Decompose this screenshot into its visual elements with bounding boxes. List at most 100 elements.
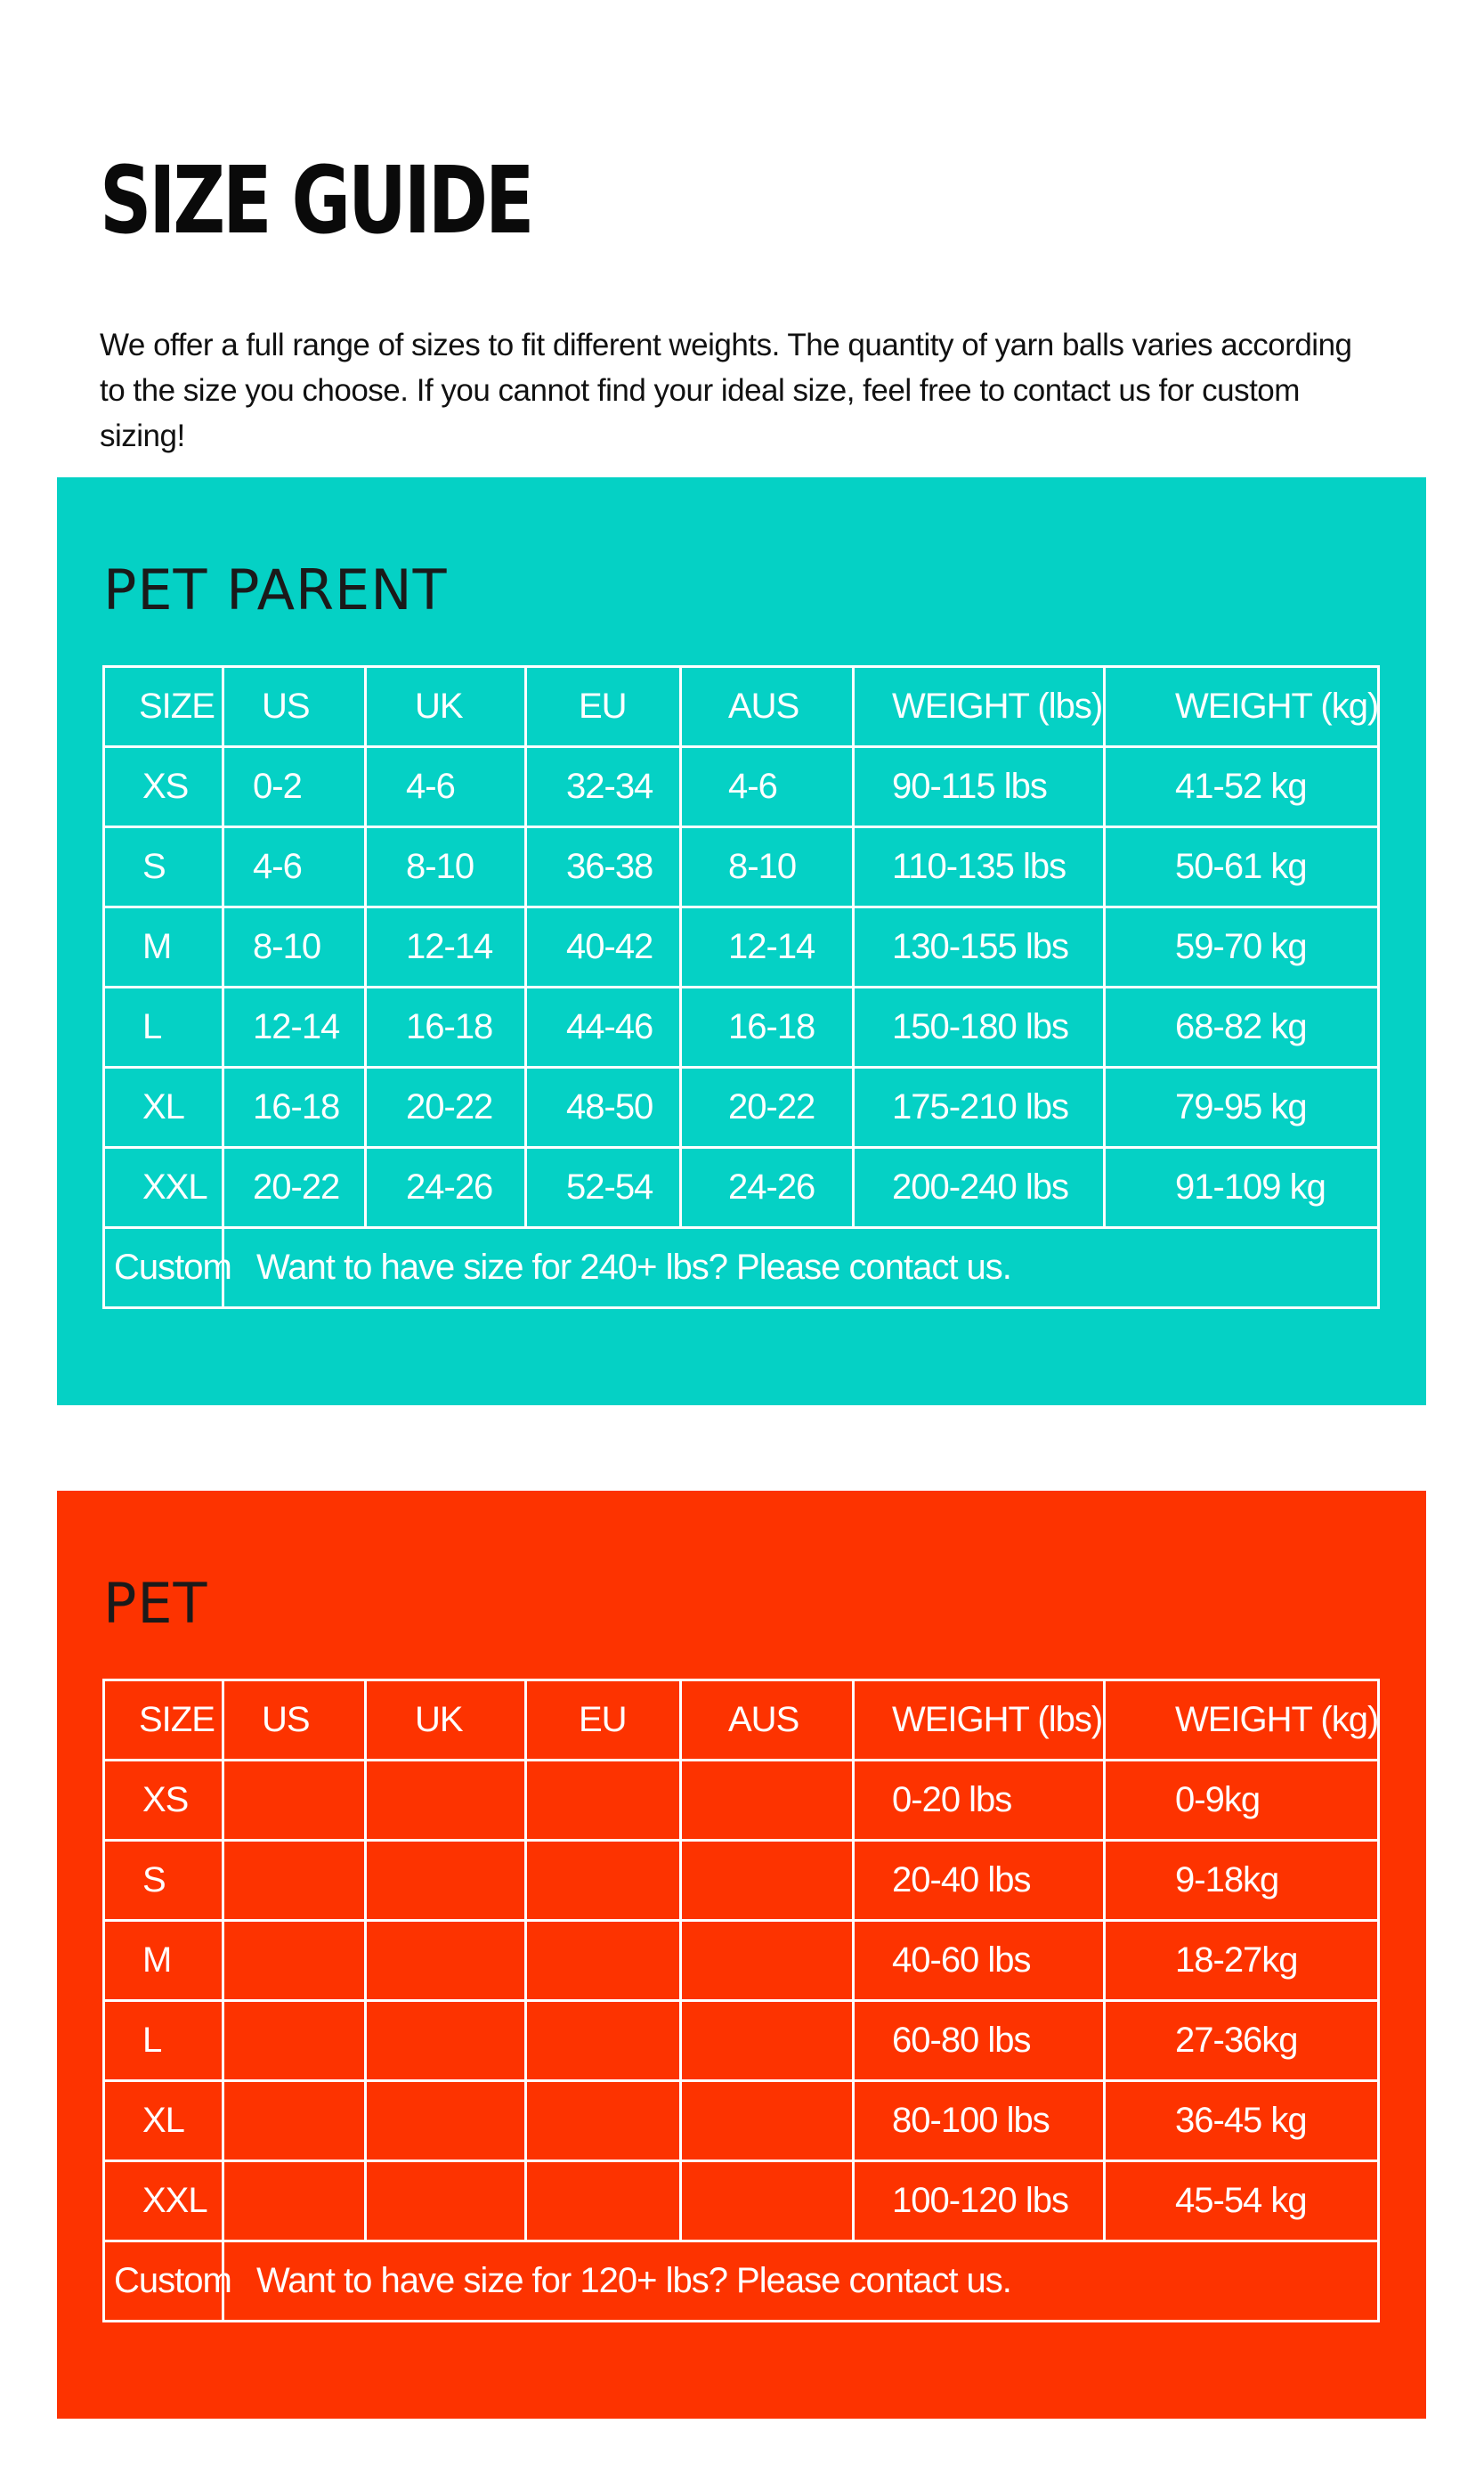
table-cell: 79-95 kg bbox=[1103, 1066, 1380, 1149]
custom-note: Want to have size for 240+ lbs? Please c… bbox=[222, 1226, 1380, 1309]
panel-title: PET PARENT bbox=[103, 557, 448, 622]
table-cell bbox=[222, 2079, 367, 2162]
table-row: XL 16-18 20-22 48-50 20-22 175-210 lbs 79-95 k… bbox=[102, 1066, 1380, 1149]
intro-text: We offer a full range of sizes to fit di… bbox=[100, 328, 1352, 453]
table-cell: 36-38 bbox=[524, 826, 682, 908]
table-cell: 4-6 bbox=[222, 826, 367, 908]
size-label: XXL bbox=[102, 1146, 224, 1229]
table-cell: 4-6 bbox=[364, 745, 527, 828]
table-cell: 130-155 lbs bbox=[852, 906, 1106, 988]
table-cell bbox=[364, 1839, 527, 1922]
pet-parent-panel: PET PARENT SIZE US UK EU AUS WEIGHT (lbs) WEIG… bbox=[57, 477, 1426, 1405]
table-cell: 44-46 bbox=[524, 986, 682, 1069]
table-cell bbox=[679, 2079, 855, 2162]
table-cell: 16-18 bbox=[679, 986, 855, 1069]
table-cell: 59-70 kg bbox=[1103, 906, 1380, 988]
column-header: WEIGHT (kg) bbox=[1103, 665, 1380, 748]
table-cell: 36-45 kg bbox=[1103, 2079, 1380, 2162]
custom-label: Custom bbox=[102, 2240, 232, 2322]
table-row: M 8-10 12-14 40-42 12-14 130-155 lbs 59-70 kg bbox=[102, 906, 1380, 988]
panel-title: PET bbox=[103, 1571, 208, 1636]
table-cell bbox=[222, 2160, 367, 2242]
table-cell bbox=[364, 2160, 527, 2242]
table-cell: 8-10 bbox=[679, 826, 855, 908]
custom-row: Custom Want to have size for 120+ lbs? Pl… bbox=[102, 2240, 1380, 2322]
custom-note: Want to have size for 120+ lbs? Please c… bbox=[222, 2240, 1380, 2322]
table-row: L 60-80 lbs 27-36kg bbox=[102, 1999, 1380, 2082]
table-cell bbox=[222, 1919, 367, 2002]
table-cell bbox=[364, 1919, 527, 2002]
table-cell bbox=[364, 1999, 527, 2082]
column-header: UK bbox=[364, 665, 527, 748]
page-title: SIZE GUIDE bbox=[100, 146, 534, 255]
table-cell: 50-61 kg bbox=[1103, 826, 1380, 908]
pet-panel: PET SIZE US UK EU AUS WEIGHT (lbs) WEIGHT (kg)… bbox=[57, 1491, 1426, 2419]
table-cell: 91-109 kg bbox=[1103, 1146, 1380, 1229]
size-label: S bbox=[102, 1839, 224, 1922]
table-cell: 0-9kg bbox=[1103, 1759, 1380, 1842]
table-cell: 18-27kg bbox=[1103, 1919, 1380, 2002]
table-cell bbox=[524, 2079, 682, 2162]
table-cell: 60-80 lbs bbox=[852, 1999, 1106, 2082]
table-cell: 150-180 lbs bbox=[852, 986, 1106, 1069]
table-cell bbox=[364, 1759, 527, 1842]
table-cell: 16-18 bbox=[364, 986, 527, 1069]
table-row: S 20-40 lbs 9-18kg bbox=[102, 1839, 1380, 1922]
size-label: XS bbox=[102, 1759, 224, 1842]
table-cell: 175-210 lbs bbox=[852, 1066, 1106, 1149]
table-cell bbox=[679, 2160, 855, 2242]
table-cell: 8-10 bbox=[222, 906, 367, 988]
table-cell: 200-240 lbs bbox=[852, 1146, 1106, 1229]
table-row: XXL 20-22 24-26 52-54 24-26 200-240 lbs 91-109… bbox=[102, 1146, 1380, 1229]
table-cell: 52-54 bbox=[524, 1146, 682, 1229]
size-label: M bbox=[102, 906, 224, 988]
table-cell bbox=[679, 1999, 855, 2082]
table-row: S 4-6 8-10 36-38 8-10 110-135 lbs 50-61 kg bbox=[102, 826, 1380, 908]
size-table: SIZE US UK EU AUS WEIGHT (lbs) WEIGHT (kg) XS 0-… bbox=[102, 665, 1380, 1309]
table-cell bbox=[524, 1839, 682, 1922]
table-row: XXL 100-120 lbs 45-54 kg bbox=[102, 2160, 1380, 2242]
column-header: AUS bbox=[679, 1679, 855, 1761]
table-cell: 90-115 lbs bbox=[852, 745, 1106, 828]
table-row: M 40-60 lbs 18-27kg bbox=[102, 1919, 1380, 2002]
header-row: SIZE US UK EU AUS WEIGHT (lbs) WEIGHT (kg) bbox=[102, 1679, 1380, 1761]
table-cell: 16-18 bbox=[222, 1066, 367, 1149]
table-cell bbox=[222, 1839, 367, 1922]
header-row: SIZE US UK EU AUS WEIGHT (lbs) WEIGHT (kg) bbox=[102, 665, 1380, 748]
table-cell: 20-22 bbox=[679, 1066, 855, 1149]
table-cell: 12-14 bbox=[222, 986, 367, 1069]
table-cell: 0-2 bbox=[222, 745, 367, 828]
table-cell: 40-60 lbs bbox=[852, 1919, 1106, 2002]
table-cell bbox=[524, 1759, 682, 1842]
column-header: WEIGHT (lbs) bbox=[852, 665, 1106, 748]
table-cell bbox=[679, 1839, 855, 1922]
table-cell bbox=[524, 2160, 682, 2242]
table-cell: 12-14 bbox=[364, 906, 527, 988]
table-cell bbox=[679, 1919, 855, 2002]
table-cell bbox=[222, 1999, 367, 2082]
column-header: AUS bbox=[679, 665, 855, 748]
table-cell: 9-18kg bbox=[1103, 1839, 1380, 1922]
table-cell bbox=[679, 1759, 855, 1842]
table-row: L 12-14 16-18 44-46 16-18 150-180 lbs 68-82 kg bbox=[102, 986, 1380, 1069]
table-cell: 32-34 bbox=[524, 745, 682, 828]
table-cell: 40-42 bbox=[524, 906, 682, 988]
size-label: XL bbox=[102, 2079, 224, 2162]
table-row: XS 0-2 4-6 32-34 4-6 90-115 lbs 41-52 kg bbox=[102, 745, 1380, 828]
table-cell bbox=[524, 1999, 682, 2082]
table-cell: 100-120 lbs bbox=[852, 2160, 1106, 2242]
size-label: M bbox=[102, 1919, 224, 2002]
table-cell: 12-14 bbox=[679, 906, 855, 988]
table-cell: 24-26 bbox=[679, 1146, 855, 1229]
table-cell: 4-6 bbox=[679, 745, 855, 828]
table-row: XS 0-20 lbs 0-9kg bbox=[102, 1759, 1380, 1842]
size-label: XL bbox=[102, 1066, 224, 1149]
size-label: L bbox=[102, 986, 224, 1069]
column-header: EU bbox=[524, 665, 682, 748]
size-label: XS bbox=[102, 745, 224, 828]
column-header: SIZE bbox=[102, 665, 224, 748]
custom-row: Custom Want to have size for 240+ lbs? Pl… bbox=[102, 1226, 1380, 1309]
table-cell: 20-22 bbox=[222, 1146, 367, 1229]
size-label: XXL bbox=[102, 2160, 224, 2242]
column-header: WEIGHT (kg) bbox=[1103, 1679, 1380, 1761]
